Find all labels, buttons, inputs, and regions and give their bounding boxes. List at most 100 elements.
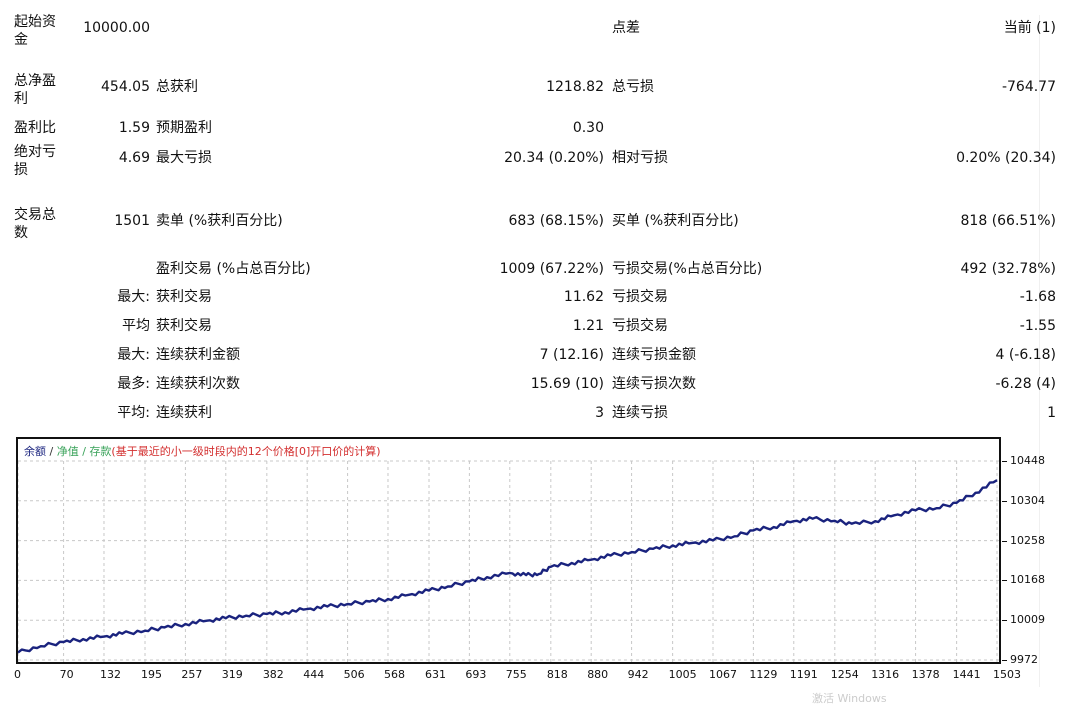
col3-value: 4 (-6.18): [995, 347, 1056, 363]
row-label: 总净盈利: [14, 73, 56, 107]
chart-legend: 余额 / 净值 / 存款(基于最近的小一级时段内的12个价格[0]开口价的计算): [24, 443, 381, 459]
col2-value: 3: [595, 405, 604, 421]
y-tick-label: 10009: [1002, 613, 1045, 627]
balance-chart: 余额 / 净值 / 存款(基于最近的小一级时段内的12个价格[0]开口价的计算): [16, 437, 1001, 664]
col3-label: 买单 (%获利百分比): [612, 213, 739, 229]
legend-note: (基于最近的小一级时段内的12个价格[0]开口价的计算): [111, 445, 381, 458]
x-tick-label: 0: [14, 668, 21, 681]
report-row: 最大: 获利交易 11.62 亏损交易 -1.68: [14, 288, 1064, 314]
x-tick-label: 1129: [749, 668, 778, 681]
legend-separator: /: [46, 445, 57, 458]
report-row: 起始资金 10000.00 点差 当前 (1): [14, 14, 1064, 48]
col2-label: 获利交易: [156, 318, 212, 334]
balance-line-plot: [18, 460, 999, 662]
y-tick-label: 9972: [1002, 653, 1038, 666]
row-label: 起始资金: [14, 14, 56, 48]
x-tick-label: 818: [546, 668, 568, 681]
col3-value: -1.68: [1019, 289, 1056, 305]
x-tick-label: 568: [383, 668, 405, 681]
col2-value: 15.69 (10): [530, 376, 604, 392]
col3-label: 连续亏损金额: [612, 347, 696, 363]
row-value: 1501: [114, 213, 150, 229]
col2-value: 1009 (67.22%): [499, 261, 604, 277]
col3-label: 亏损交易(%占总百分比): [612, 261, 763, 277]
x-tick-label: 132: [99, 668, 121, 681]
x-tick-label: 319: [221, 668, 243, 681]
x-tick-label: 382: [262, 668, 284, 681]
col2-value: 11.62: [563, 289, 604, 305]
col2-label: 获利交易: [156, 289, 212, 305]
x-tick-label: 631: [425, 668, 446, 681]
x-tick-label: 1441: [952, 668, 981, 681]
col3-label: 亏损交易: [612, 289, 668, 305]
col3-label: 相对亏损: [612, 150, 668, 166]
x-tick-label: 942: [627, 668, 649, 681]
col2-label: 卖单 (%获利百分比): [156, 213, 283, 229]
col2-label: 最大亏损: [156, 150, 212, 166]
x-tick-label: 1503: [993, 668, 1021, 681]
x-tick-label: 1005: [668, 668, 697, 681]
x-tick-label: 880: [587, 668, 609, 681]
row-label: 绝对亏损: [14, 144, 56, 178]
y-tick-label: 10304: [1002, 493, 1045, 507]
col3-value: -764.77: [1001, 79, 1056, 95]
col2-value: 0.30: [572, 120, 604, 136]
row-value: 454.05: [101, 79, 150, 95]
legend-equity: 净值: [56, 445, 79, 458]
x-tick-label: 1254: [830, 668, 859, 681]
x-tick-label: 444: [303, 668, 325, 681]
col2-label: 总获利: [156, 79, 198, 95]
balance-line: [18, 479, 998, 654]
report-row: 交易总数 1501 卖单 (%获利百分比) 683 (68.15%) 买单 (%获利百分…: [14, 207, 1064, 241]
report-row: 平均: 连续获利 3 连续亏损 1: [14, 404, 1064, 430]
x-tick-label: 1316: [871, 668, 900, 681]
row-value: 4.69: [118, 150, 150, 166]
report-row: 盈利比 1.59 预期盈利 0.30: [14, 119, 1064, 145]
y-tick-label: 10168: [1002, 573, 1045, 587]
col3-label: 点差: [612, 20, 640, 36]
row-label: 交易总数: [14, 207, 56, 241]
x-tick-label: 1191: [789, 668, 818, 681]
x-tick-label: 1067: [709, 668, 737, 681]
row-value: 1.59: [118, 120, 150, 136]
y-tick-label: 10448: [1002, 454, 1045, 467]
col3-label: 连续亏损次数: [612, 376, 696, 392]
col2-value: 1.21: [572, 318, 604, 334]
col3-value: 1: [1047, 405, 1056, 421]
row-label: 盈利比: [14, 120, 56, 136]
col2-label: 连续获利: [156, 405, 212, 421]
legend-balance: 余额: [24, 445, 46, 458]
report-row: 绝对亏损 4.69 最大亏损 20.34 (0.20%) 相对亏损 0.20% (20.3…: [14, 144, 1064, 178]
col3-label: 亏损交易: [612, 318, 668, 334]
x-tick-label: 755: [505, 668, 527, 681]
report-row: 盈利交易 (%占总百分比) 1009 (67.22%) 亏损交易(%占总百分比) 49…: [14, 260, 1064, 286]
legend-deposit: / 存款: [78, 445, 112, 458]
col2-value: 1218.82: [546, 79, 604, 95]
report-row: 最多: 连续获利次数 15.69 (10) 连续亏损次数 -6.28 (4): [14, 375, 1064, 401]
col3-value: 当前 (1): [1003, 20, 1056, 36]
row-value: 最大:: [117, 347, 150, 363]
col2-value: 683 (68.15%): [508, 213, 604, 229]
report-row: 最大: 连续获利金额 7 (12.16) 连续亏损金额 4 (-6.18): [14, 346, 1064, 372]
row-value: 最大:: [117, 289, 150, 305]
row-value: 最多:: [117, 376, 150, 392]
col3-value: 818 (66.51%): [960, 213, 1056, 229]
col2-value: 20.34 (0.20%): [504, 150, 604, 166]
col3-value: -6.28 (4): [995, 376, 1056, 392]
x-tick-label: 70: [59, 668, 74, 681]
x-axis: 0 70 132 195 257 319 382 444 506 568 631 693 755 818 8…: [14, 666, 1021, 686]
row-value: 10000.00: [83, 20, 150, 36]
col3-value: 492 (32.78%): [960, 261, 1056, 277]
report-row: 总净盈利 454.05 总获利 1218.82 总亏损 -764.77: [14, 73, 1064, 107]
col2-label: 预期盈利: [156, 120, 212, 136]
x-tick-label: 693: [465, 668, 487, 681]
col3-label: 连续亏损: [612, 405, 668, 421]
col3-value: 0.20% (20.34): [956, 150, 1056, 166]
report-row: 平均 获利交易 1.21 亏损交易 -1.55: [14, 317, 1064, 343]
x-tick-label: 195: [141, 668, 163, 681]
row-value: 平均:: [117, 405, 150, 421]
col2-value: 7 (12.16): [539, 347, 604, 363]
y-tick-label: 10258: [1002, 533, 1045, 547]
col2-label: 盈利交易 (%占总百分比): [156, 261, 311, 277]
x-tick-label: 506: [343, 668, 365, 681]
